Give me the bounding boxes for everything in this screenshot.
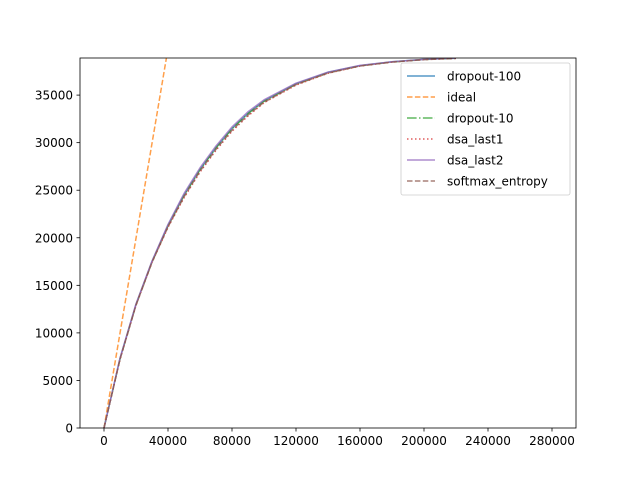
- y-axis: 0 5000 10000 15000 20000 25000 30000 35000: [35, 89, 80, 436]
- x-tick-label: 240000: [465, 434, 511, 448]
- y-tick-label: 30000: [35, 136, 73, 150]
- legend-box: [400, 62, 571, 196]
- y-tick-label: 35000: [35, 89, 73, 103]
- legend-label: dropout-100: [447, 70, 521, 84]
- legend-label: ideal: [447, 91, 476, 105]
- y-tick-label: 20000: [35, 231, 73, 245]
- x-tick-label: 200000: [401, 434, 447, 448]
- y-tick-label: 0: [65, 422, 73, 436]
- x-tick-label: 40000: [149, 434, 187, 448]
- x-axis: 0 40000 80000 120000 160000 200000 240000 28000…: [100, 428, 575, 448]
- legend: dropout-100 ideal dropout-10 dsa_last1 dsa_l…: [400, 62, 571, 196]
- x-tick-label: 160000: [337, 434, 383, 448]
- y-tick-label: 10000: [35, 326, 73, 340]
- legend-label: dropout-10: [447, 112, 514, 126]
- series-line-ideal: [103, 58, 168, 428]
- legend-label: dsa_last2: [447, 154, 504, 168]
- x-tick-label: 80000: [213, 434, 251, 448]
- legend-label: dsa_last1: [447, 133, 504, 147]
- legend-label: softmax_entropy: [447, 175, 548, 189]
- y-tick-label: 5000: [42, 374, 73, 388]
- y-tick-label: 25000: [35, 184, 73, 198]
- x-tick-label: 0: [100, 434, 108, 448]
- x-tick-label: 280000: [529, 434, 575, 448]
- plot-frame: [79, 57, 577, 429]
- y-tick-label: 15000: [35, 279, 73, 293]
- series-layer: [103, 58, 457, 428]
- x-tick-label: 120000: [273, 434, 319, 448]
